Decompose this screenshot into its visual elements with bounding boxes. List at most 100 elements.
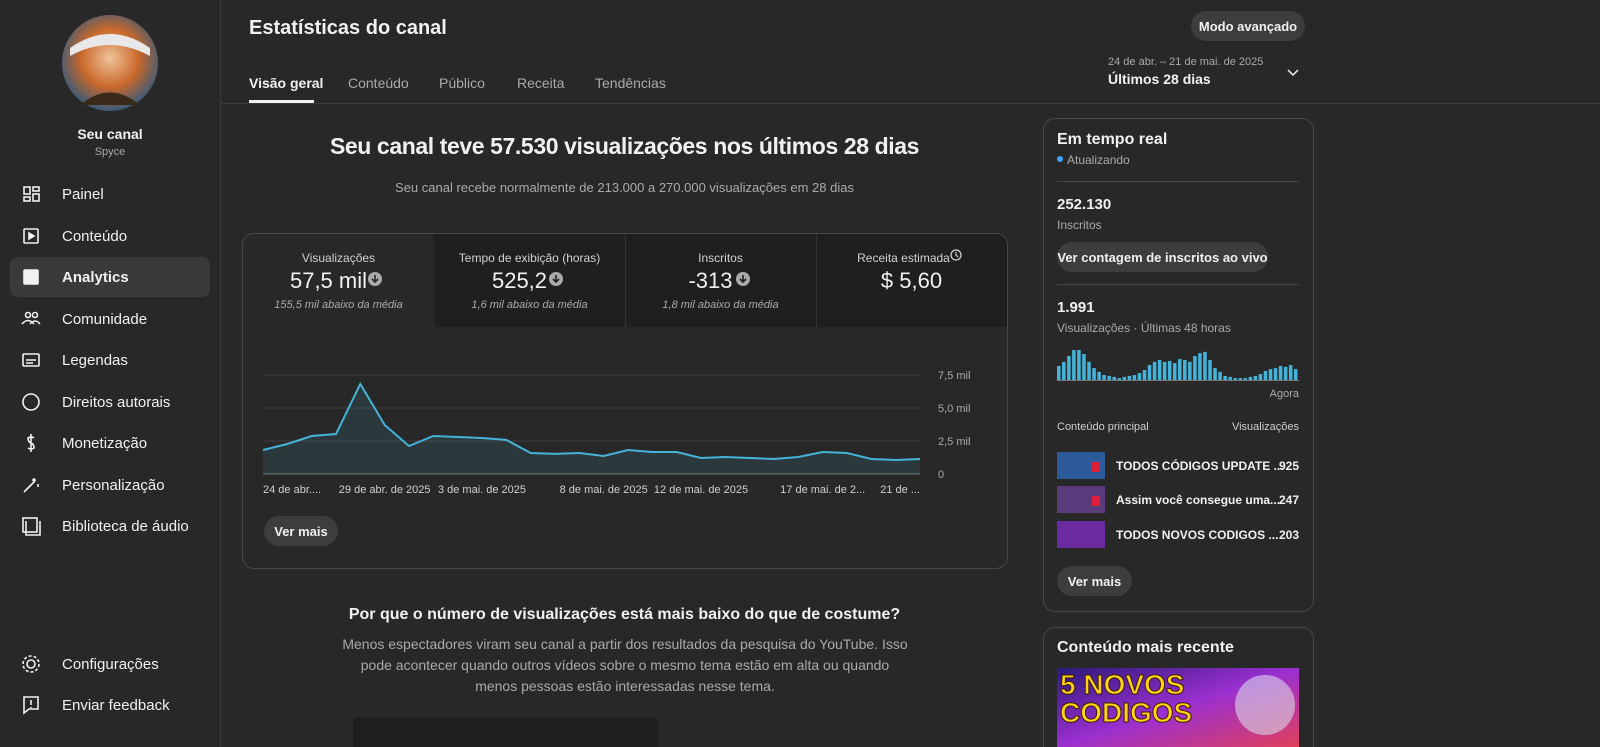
tab[interactable]: Receita [517,75,565,91]
thumbnail-text: CODIGOS [1060,697,1192,728]
icon [24,311,32,319]
icon [22,655,40,673]
bar [1122,376,1127,380]
date-period[interactable]: Últimos 28 dias [1108,71,1211,87]
top-content-title[interactable]: TODOS NOVOS CODIGOS ... [1116,528,1279,542]
x-tick-label: 24 de abr.... [263,484,321,496]
bar [1132,375,1137,380]
advanced-mode-button[interactable]: Modo avançado [1191,11,1305,41]
bar [1077,350,1081,380]
insight-action-box[interactable] [353,717,658,747]
metric-tab[interactable]: Receita estimada $ 5,60 [816,234,1007,327]
icon [23,478,39,493]
live-count-button[interactable]: Ver contagem de inscritos ao vivo [1057,242,1268,272]
tab[interactable]: Conteúdo [348,75,409,91]
top-content-views: 925 [1278,459,1299,473]
bar [1057,365,1061,380]
subtitle: Seu canal recebe normalmente de 213.000 … [395,180,854,195]
icon [32,193,40,202]
nav-item[interactable]: Direitos autorais [62,394,171,411]
metric-tab[interactable]: Inscritos -313 1,8 mil abaixo da média [625,234,816,327]
line-series [262,381,921,462]
bar [1203,351,1207,380]
subscriber-label: Inscritos [1057,218,1102,232]
avatar-detail [70,34,150,56]
bar [1178,359,1182,380]
bars-end-label: Agora [1269,388,1299,400]
metric-label: Receita estimada [857,251,950,265]
bar [1117,378,1122,380]
nav-item[interactable]: Enviar feedback [62,697,170,714]
icon [31,311,39,319]
metric-tab[interactable]: Tempo de exibição (horas) 525,2 1,6 mil … [434,234,625,327]
more-button[interactable]: Ver mais [264,516,338,546]
icon [27,434,35,452]
x-tick-label: 21 de ... [880,484,920,496]
bar [1273,368,1278,380]
bar [1172,363,1177,380]
metric-note: 1,6 mil abaixo da média [471,299,588,311]
insight-title: Por que o número de visualizações está m… [348,606,901,623]
views-count: 1.991 [1057,299,1095,316]
subscriber-count: 252.130 [1057,196,1112,213]
bar [1233,378,1237,380]
x-tick-label: 12 de mai. de 2025 [654,484,748,496]
metric-divider [625,234,626,327]
thumbnail-detail [1092,496,1100,506]
metric-note: 1,8 mil abaixo da média [662,299,779,311]
channel-avatar[interactable] [62,15,158,111]
realtime-title: Em tempo real [1057,131,1168,148]
headline: Seu canal teve 57.530 visualizações nos … [329,133,920,159]
metric-icons [368,249,962,286]
top-content-views: 203 [1278,528,1299,542]
bar [1243,378,1248,380]
metric-value: 57,5 mil [289,268,368,293]
bar [1062,361,1066,380]
nav-active-bg [10,257,210,297]
nav-item[interactable]: Comunidade [62,311,148,328]
top-content-views: 247 [1278,493,1299,507]
realtime-card [1043,118,1314,612]
tab[interactable]: Visão geral [249,75,324,91]
metric-label: Visualizações [301,251,376,265]
nav-item[interactable]: Monetização [62,435,148,452]
bar [1288,365,1293,380]
nav-item[interactable]: Legendas [62,352,128,369]
more-button[interactable]: Ver mais [1057,566,1132,596]
header-divider [221,103,1600,104]
nav-item[interactable]: Configurações [62,656,159,673]
icon [22,517,38,533]
metric-tab[interactable]: Visualizações 57,5 mil 155,5 mil abaixo … [243,234,434,327]
nav-item[interactable]: Painel [62,186,104,203]
icon [26,359,36,364]
metric-value: $ 5,60 [880,268,943,293]
nav-item[interactable]: Biblioteca de áudio [62,518,189,535]
thumbnail-detail [1092,462,1100,472]
bar [1193,355,1197,380]
bar [1162,361,1167,380]
date-dropdown-chevron[interactable] [1287,69,1299,77]
top-content-title[interactable]: TODOS CÓDIGOS UPDATE ... [1116,459,1284,473]
bar [1097,371,1101,380]
date-range[interactable]: 24 de abr. – 21 de mai. de 2025 [1108,56,1264,68]
nav-item[interactable]: Analytics [62,269,129,286]
live-dot [1057,156,1063,162]
tab[interactable]: Tendências [595,75,666,91]
icon [25,521,41,536]
bar [1248,376,1253,380]
bar [1082,354,1086,380]
down-icon [739,275,747,284]
nav-item[interactable]: Conteúdo [62,228,128,245]
y-tick-label: 7,5 mil [938,370,970,382]
bar [1087,361,1091,380]
top-content-title[interactable]: Assim você consegue uma... [1116,493,1281,507]
down-icon [552,275,560,284]
nav-item[interactable]: Personalização [62,477,165,494]
top-content-label: Conteúdo principal [1057,421,1149,433]
bar [1283,366,1288,380]
thumbnail[interactable] [1057,521,1105,548]
metric-tabs-inactive-bg [434,234,1007,327]
tab[interactable]: Público [439,75,485,91]
